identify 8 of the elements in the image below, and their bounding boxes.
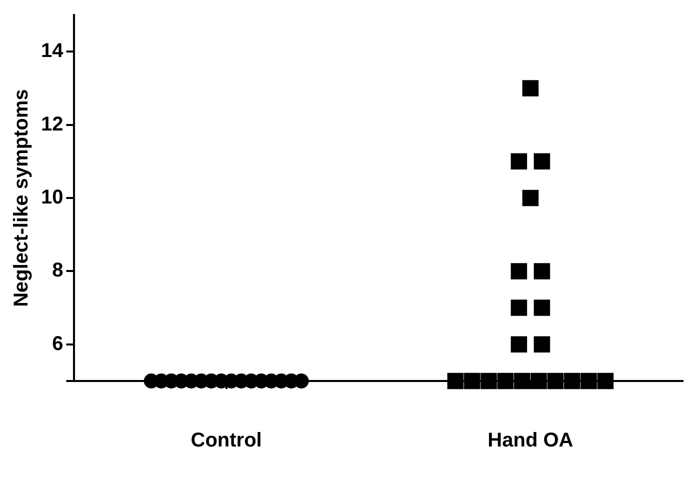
- y-axis-title: Neglect-like symptoms: [10, 89, 33, 307]
- y-tick-label: 10: [40, 186, 64, 209]
- x-tick-label: Control: [190, 430, 262, 452]
- y-tick-label: 8: [52, 260, 64, 282]
- y-tick-label: 14: [40, 40, 64, 62]
- y-tick-label: 12: [40, 113, 64, 136]
- y-tick-label: 6: [52, 332, 64, 355]
- x-tick-label: Hand OA: [488, 430, 574, 452]
